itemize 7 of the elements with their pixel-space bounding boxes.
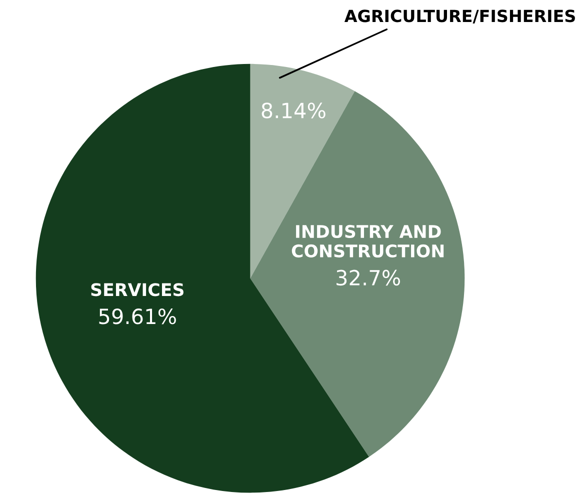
slice-label: SERVICES (91, 283, 184, 296)
data-label: 59.61% (99, 308, 176, 324)
data-label: 32.7% (336, 270, 400, 286)
slice-label: AGRICULTURE/FISHERIES (344, 10, 575, 24)
slice-label: INDUSTRY AND CONSTRUCTION (292, 224, 444, 258)
pie-slice (250, 91, 465, 457)
data-label: 8.14% (262, 102, 326, 118)
